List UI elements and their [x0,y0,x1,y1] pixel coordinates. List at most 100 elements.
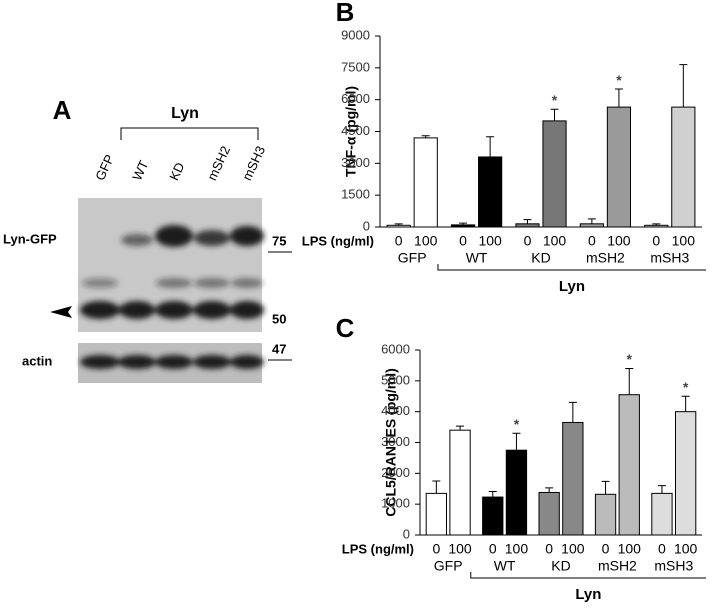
x-tick-label: 100 [478,233,502,249]
bar [482,496,504,536]
error-bar [550,108,559,121]
mw-marker: 47 [272,341,286,356]
error-bar [657,485,666,494]
row-label: actin [22,353,52,368]
error-bar [523,219,532,224]
y-tick-label: 5000 [381,372,410,387]
bar [671,106,696,228]
y-axis-label: TNF-α (pg/ml) [343,86,359,177]
significance: * [627,351,633,367]
error-bar [614,88,623,108]
error-bar [394,223,403,226]
bar [542,120,567,228]
bar [594,493,617,536]
bracket [437,264,706,271]
x-tick-label: 100 [505,541,529,557]
x-tick-label: 100 [561,541,585,557]
significance: * [514,416,520,432]
bar [515,223,540,228]
error-bar [488,491,497,498]
bracket-label: Lyn [559,278,585,295]
x-tick-label: 0 [524,233,532,249]
lane-label: mSH3 [239,144,268,183]
error-bar [625,368,634,395]
x-tick-label: 0 [588,233,596,249]
group-label: WT [466,250,488,266]
bracket-label: Lyn [575,586,601,603]
x-tick-label: 100 [674,541,698,557]
x-tick-label: 0 [489,541,497,557]
x-tick-label: 100 [448,541,472,557]
group-label: KD [531,250,550,266]
x-tick-label: 100 [414,233,438,249]
error-bar [432,480,441,494]
error-bar [456,425,465,431]
group-label: mSH2 [586,250,625,266]
y-tick-label: 2000 [381,465,410,480]
bar [538,491,560,536]
x-tick-label: 0 [459,233,467,249]
x-tick-label: 100 [672,233,696,249]
group-label: GFP [398,250,427,266]
arrowhead [50,306,72,318]
bar [386,224,411,228]
error-bar [601,480,610,495]
error-bar [545,487,554,493]
mw-marker: 50 [272,311,286,326]
x-axis-label: LPS (ng/ml) [342,541,414,556]
bar [562,421,584,536]
y-axis-label: CCL5/RANTES (pg/ml) [383,368,399,517]
bar [674,411,697,536]
group-label: mSH3 [654,558,693,574]
group-label: WT [494,558,516,574]
x-tick-label: 0 [545,541,553,557]
bar [450,224,476,228]
error-bar [587,218,596,224]
y-tick-label: 0 [403,526,410,541]
panel-label: B [336,0,355,27]
group-label: mSH2 [598,558,637,574]
y-tick-label: 0 [363,218,370,233]
y-tick-label: 6000 [341,91,370,106]
error-bar [568,401,577,423]
row-label: Lyn-GFP [3,231,57,246]
error-bar [681,395,690,412]
y-tick-label: 1000 [381,496,410,511]
x-tick-label: 0 [395,233,403,249]
significance: * [616,72,622,88]
error-bar [679,64,688,108]
bar [618,394,640,536]
x-tick-label: 100 [618,541,642,557]
y-tick-label: 9000 [341,27,370,42]
group-label: mSH3 [650,250,689,266]
bracket [120,127,259,140]
bar [449,429,471,536]
lane-label: WT [129,158,151,183]
bar [478,156,503,228]
error-bar [512,432,521,451]
error-bar [486,136,495,157]
panel-label: A [53,95,72,125]
x-tick-label: 0 [652,233,660,249]
bar [579,223,604,228]
y-tick-label: 4500 [341,123,370,138]
y-tick-label: 3000 [381,434,410,449]
y-tick-label: 3000 [341,155,370,170]
y-tick-label: 6000 [381,341,410,356]
x-axis-label: LPS (ng/ml) [302,233,374,248]
bracket-label: Lyn [171,105,199,122]
lane-label: mSH2 [204,144,233,183]
x-tick-label: 0 [432,541,440,557]
bar [606,106,632,228]
y-tick-label: 4000 [381,403,410,418]
panel-label: C [336,313,355,343]
significance: * [683,379,689,395]
error-bar [459,222,468,225]
mw-marker: 75 [272,233,286,248]
lane-label: GFP [92,152,117,183]
bar [413,137,438,228]
y-tick-label: 1500 [341,187,370,202]
bar [644,224,669,228]
significance: * [552,92,558,108]
x-tick-label: 100 [607,233,631,249]
